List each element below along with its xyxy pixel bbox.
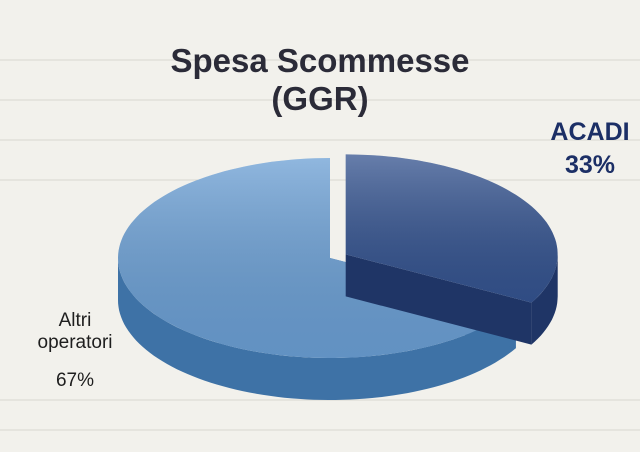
slice-face: [345, 254, 532, 345]
chart-title: Spesa Scommesse (GGR): [170, 42, 470, 117]
background-table: [0, 59, 640, 431]
slice-label: ACADI: [550, 118, 630, 146]
slice-sheen: [345, 154, 558, 303]
slice-side: [531, 254, 558, 345]
slice-label: Altri operatori: [37, 310, 113, 353]
value-label: 67%: [55, 370, 95, 391]
value-label: 33%: [564, 151, 616, 179]
slice-side: [118, 258, 516, 400]
